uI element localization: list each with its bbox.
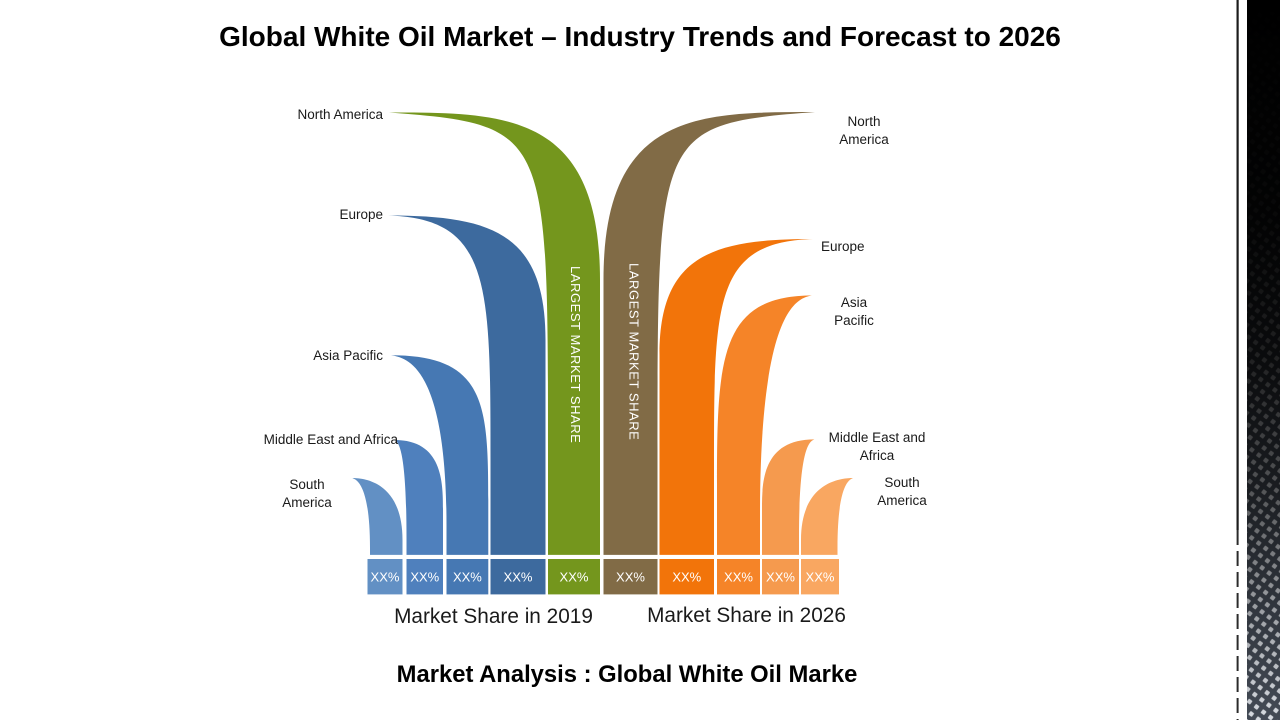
svg-text:XX%: XX%	[616, 570, 645, 585]
svg-text:North: North	[847, 114, 880, 129]
svg-text:America: America	[282, 495, 332, 510]
svg-text:XX%: XX%	[672, 570, 701, 585]
svg-text:Market Share in 2019: Market Share in 2019	[394, 605, 593, 628]
svg-text:XX%: XX%	[724, 570, 753, 585]
svg-text:Global White Oil Market – Indu: Global White Oil Market – Industry Trend…	[219, 21, 1061, 52]
svg-text:Europe: Europe	[339, 207, 383, 222]
svg-text:Asia: Asia	[841, 295, 868, 310]
svg-text:LARGEST MARKET SHARE: LARGEST MARKET SHARE	[568, 266, 583, 443]
svg-text:Middle East and: Middle East and	[829, 430, 926, 445]
svg-text:America: America	[877, 493, 927, 508]
svg-text:South: South	[289, 477, 324, 492]
svg-text:North America: North America	[297, 107, 383, 122]
svg-text:XX%: XX%	[560, 570, 589, 585]
svg-text:XX%: XX%	[371, 570, 400, 585]
svg-text:XX%: XX%	[410, 570, 439, 585]
svg-text:XX%: XX%	[453, 570, 482, 585]
svg-text:LARGEST MARKET SHARE: LARGEST MARKET SHARE	[627, 263, 642, 440]
svg-text:Africa: Africa	[860, 448, 895, 463]
svg-text:XX%: XX%	[766, 570, 795, 585]
svg-text:Market Analysis : Global White: Market Analysis : Global White Oil Marke	[397, 661, 858, 688]
svg-text:America: America	[839, 132, 889, 147]
svg-text:XX%: XX%	[504, 570, 533, 585]
svg-text:XX%: XX%	[806, 570, 835, 585]
svg-text:Middle East and Africa: Middle East and Africa	[264, 432, 399, 447]
svg-text:Market Share in 2026: Market Share in 2026	[647, 604, 846, 627]
svg-text:South: South	[884, 475, 919, 490]
svg-text:Pacific: Pacific	[834, 313, 874, 328]
svg-text:Europe: Europe	[821, 239, 865, 254]
svg-text:Asia Pacific: Asia Pacific	[313, 348, 383, 363]
